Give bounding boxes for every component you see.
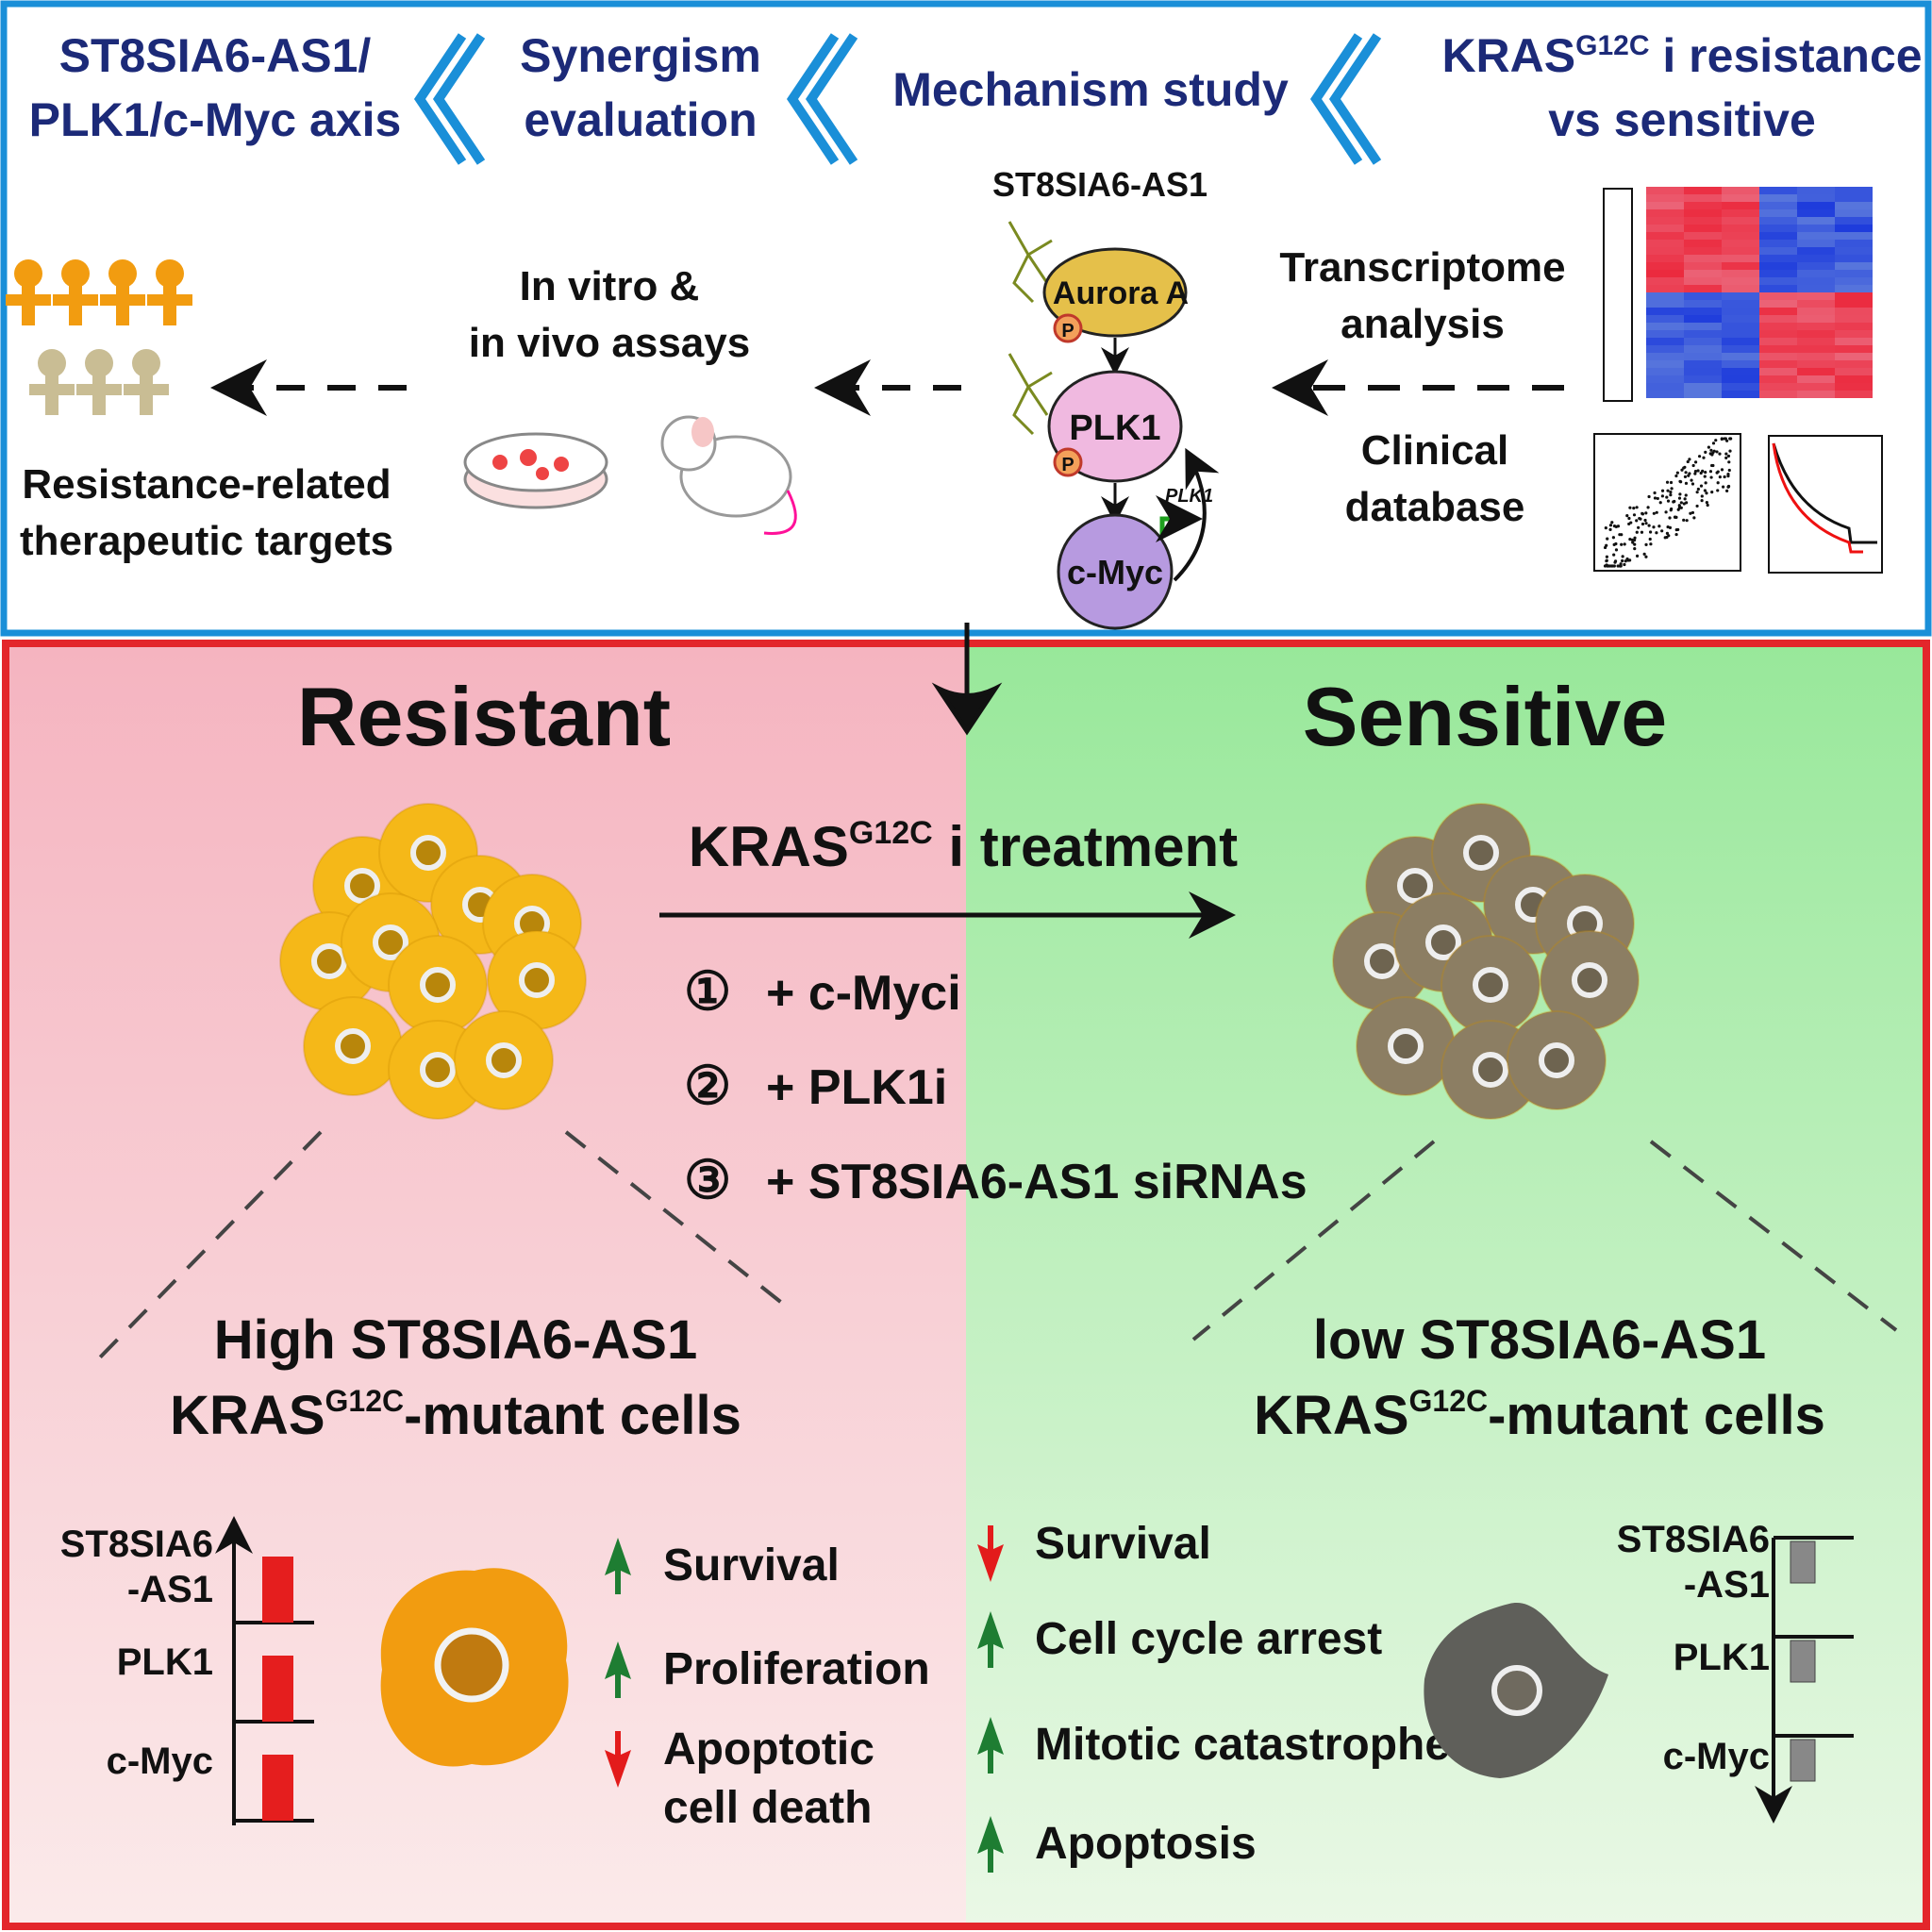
- svg-text:in vivo assays: in vivo assays: [469, 320, 750, 366]
- bar-label: ST8SIA6: [1617, 1519, 1770, 1560]
- treatment-option: + c-Myci: [766, 966, 961, 1021]
- sensitive-title: Sensitive: [1303, 670, 1667, 763]
- resistant-cell-icon: [381, 1568, 569, 1766]
- effect-label: cell death: [663, 1783, 872, 1833]
- sensitive-cells-label: low ST8SIA6-AS1: [1313, 1309, 1766, 1371]
- effect-label: Survival: [1035, 1519, 1211, 1569]
- svg-text:evaluation: evaluation: [524, 93, 757, 146]
- effect-label: Mitotic catastrophe: [1035, 1720, 1450, 1770]
- expression-bar: [1790, 1541, 1815, 1583]
- plk1-gene-label: PLK1: [1165, 486, 1213, 507]
- lncrna-label: ST8SIA6-AS1: [992, 165, 1208, 204]
- svg-text:P: P: [1061, 321, 1074, 341]
- svg-text:analysis: analysis: [1341, 301, 1505, 347]
- svg-text:PLK1/c-Myc axis: PLK1/c-Myc axis: [29, 93, 402, 146]
- svg-text:P: P: [1061, 455, 1074, 475]
- svg-text:vs sensitive: vs sensitive: [1548, 93, 1816, 146]
- c-myc-label: c-Myc: [1067, 553, 1163, 591]
- svg-text:KRASG12C i resistance: KRASG12C i resistance: [1441, 29, 1922, 82]
- svg-text:KRASG12C-mutant cells: KRASG12C-mutant cells: [170, 1384, 741, 1446]
- resistant-title: Resistant: [297, 670, 671, 763]
- effect-label: Apoptotic: [663, 1724, 874, 1774]
- bar-label: -AS1: [1684, 1564, 1770, 1606]
- option-number: ③: [684, 1150, 731, 1209]
- bar-label: c-Myc: [107, 1740, 213, 1782]
- expression-bar: [262, 1755, 293, 1821]
- transcriptome-label: Transcriptome: [1279, 244, 1565, 291]
- expression-bar: [1790, 1641, 1815, 1682]
- assays-label: In vitro &: [520, 263, 700, 309]
- bar-label: PLK1: [117, 1641, 213, 1683]
- svg-text:Synergism: Synergism: [520, 29, 761, 82]
- resistant-cells-label: High ST8SIA6-AS1: [214, 1309, 697, 1371]
- effect-label: Apoptosis: [1035, 1819, 1257, 1869]
- bar-label: -AS1: [127, 1569, 213, 1610]
- treatment-option: + ST8SIA6-AS1 siRNAs: [766, 1155, 1307, 1209]
- effect-label: Survival: [663, 1541, 840, 1591]
- expression-bar: [1790, 1740, 1815, 1781]
- svg-text:database: database: [1345, 484, 1525, 530]
- targets-label: Resistance-related: [22, 461, 391, 508]
- svg-text:therapeutic targets: therapeutic targets: [20, 518, 393, 564]
- plk1-label: PLK1: [1069, 408, 1160, 448]
- option-number: ②: [684, 1056, 731, 1115]
- petri-dish-icon: [465, 434, 607, 508]
- expression-bar: [262, 1557, 293, 1623]
- effect-label: Cell cycle arrest: [1035, 1614, 1382, 1664]
- diagram-canvas: ST8SIA6-AS1/ PLK1/c-Myc axis Synergism e…: [0, 0, 1932, 1932]
- graphical-abstract: ST8SIA6-AS1/ PLK1/c-Myc axis Synergism e…: [0, 0, 1932, 1932]
- bar-label: PLK1: [1674, 1637, 1770, 1678]
- bar-label: ST8SIA6: [60, 1524, 213, 1565]
- option-number: ①: [684, 961, 731, 1021]
- aurora-a-label: Aurora A: [1053, 275, 1189, 311]
- svg-text:KRASG12C-mutant cells: KRASG12C-mutant cells: [1254, 1384, 1825, 1446]
- survival-curve-thumbnail: [1769, 436, 1882, 573]
- expression-bar: [262, 1656, 293, 1722]
- clinical-label: Clinical: [1361, 427, 1509, 474]
- treatment-option: + PLK1i: [766, 1060, 947, 1115]
- scatter-plot-thumbnail: [1594, 434, 1740, 571]
- svg-text:ST8SIA6-AS1/: ST8SIA6-AS1/: [59, 29, 372, 82]
- treatment-label: KRASG12C i treatment: [689, 815, 1238, 878]
- effect-label: Proliferation: [663, 1644, 930, 1694]
- bar-label: c-Myc: [1663, 1736, 1770, 1777]
- header-step-mechanism: Mechanism study: [892, 63, 1289, 116]
